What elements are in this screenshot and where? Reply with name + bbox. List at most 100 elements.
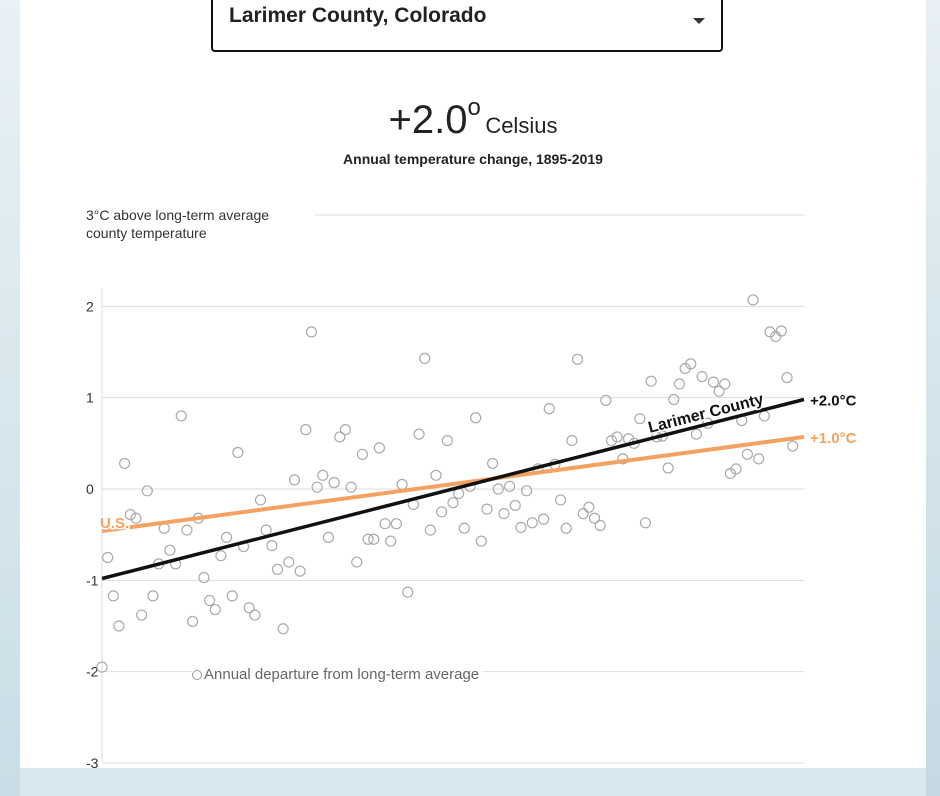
data-point [198, 571, 210, 584]
data-point [424, 524, 436, 536]
data-point [566, 434, 578, 447]
chart-legend: Annual departure from long-term average [192, 666, 484, 683]
county-trend-line [101, 397, 805, 581]
data-point [300, 424, 312, 436]
data-point [413, 428, 425, 440]
data-point [130, 512, 142, 524]
data-point [385, 535, 397, 547]
us-line-label: U.S. [100, 515, 129, 532]
data-point [339, 424, 352, 436]
y-tick-label: -3 [86, 755, 99, 768]
data-point [102, 551, 114, 564]
data-point [181, 524, 193, 536]
data-point [277, 623, 289, 635]
data-point [356, 448, 369, 460]
data-point [430, 469, 442, 481]
data-point [509, 499, 521, 512]
data-point [254, 494, 267, 506]
data-point [141, 485, 153, 497]
data-point [345, 481, 357, 493]
data-point [164, 544, 176, 556]
data-point [583, 501, 595, 513]
data-point [747, 294, 759, 306]
y-tick-label: 0 [86, 481, 94, 497]
data-point [690, 428, 703, 440]
data-point [419, 352, 431, 364]
data-point [334, 431, 346, 443]
data-point [96, 661, 108, 673]
data-point [311, 481, 323, 493]
data-point [504, 480, 516, 492]
data-point [119, 457, 131, 470]
data-point [605, 434, 618, 447]
legend-label: Annual departure from long-term average [204, 666, 480, 683]
data-point [543, 403, 555, 415]
y-tick-label: -2 [86, 664, 99, 680]
data-point [577, 508, 589, 520]
data-point [571, 353, 584, 365]
data-point [526, 517, 538, 529]
location-dropdown-value: Larimer County, Colorado [229, 4, 487, 27]
data-point [373, 442, 386, 454]
data-point [611, 431, 623, 443]
data-point [107, 590, 119, 602]
data-point [441, 434, 453, 447]
location-dropdown[interactable]: Larimer County, Colorado [211, 0, 723, 52]
chart-subtitle: Annual temperature change, 1895-2019 [343, 151, 603, 167]
y-axis-label: 3°C above long-term average county temper… [86, 207, 269, 241]
data-point [379, 518, 391, 530]
y-tick-label: -1 [86, 572, 99, 588]
data-point [243, 602, 255, 614]
data-point [322, 531, 335, 544]
us-trend-line [101, 434, 805, 533]
data-point [402, 586, 414, 598]
data-point [781, 371, 793, 384]
data-point [362, 533, 374, 545]
data-point [186, 615, 199, 628]
data-point [124, 508, 136, 521]
data-point [232, 446, 244, 459]
data-point [673, 378, 686, 390]
data-point [487, 457, 499, 470]
chevron-down-icon[interactable] [693, 18, 705, 24]
data-point [639, 517, 652, 529]
data-point [203, 594, 216, 607]
legend-circle-icon [192, 669, 202, 680]
data-point [209, 603, 221, 616]
chart-panel: Larimer County, Colorado +2.0o Celsius A… [20, 0, 926, 768]
data-point [317, 469, 329, 481]
data-point [147, 590, 159, 602]
temperature-chart: 3°C above long-term average county temper… [86, 207, 857, 768]
data-point [713, 385, 725, 397]
data-point [645, 375, 657, 387]
data-point [758, 410, 770, 422]
y-tick-label: 2 [86, 298, 94, 314]
headline-value: +2.0 [388, 98, 468, 142]
data-point [554, 494, 567, 506]
data-point [492, 483, 504, 495]
data-point [458, 522, 470, 534]
data-point [271, 563, 284, 575]
data-point [787, 440, 799, 452]
data-point [288, 474, 301, 486]
data-point [260, 524, 272, 536]
data-point [351, 556, 363, 568]
data-point [475, 535, 487, 547]
data-point [707, 376, 720, 388]
data-point [730, 463, 742, 475]
data-point [447, 497, 459, 509]
background-left-edge [0, 0, 20, 796]
data-point [283, 556, 295, 568]
data-point [600, 394, 612, 407]
data-point [470, 412, 482, 424]
data-point [668, 393, 680, 406]
data-point [226, 590, 238, 602]
data-point [775, 325, 787, 337]
data-point [328, 477, 340, 489]
data-point [560, 522, 572, 534]
data-point [249, 609, 261, 621]
data-point [753, 453, 765, 465]
data-point [368, 533, 380, 545]
data-point [266, 540, 278, 552]
data-point [719, 378, 731, 390]
